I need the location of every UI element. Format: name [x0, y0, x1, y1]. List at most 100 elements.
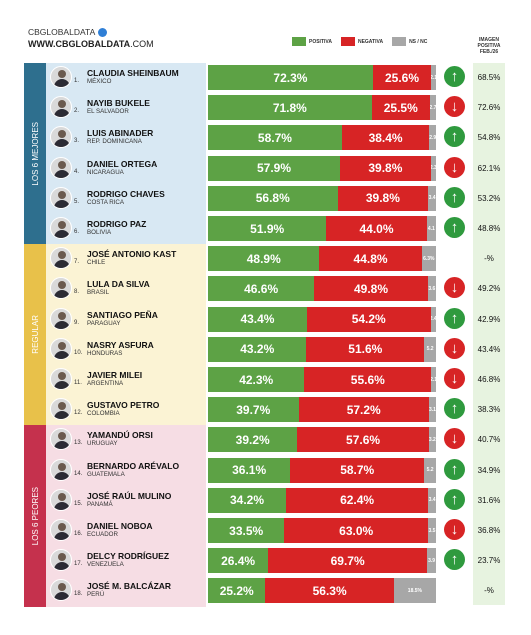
- rank-number: 8.: [74, 289, 80, 296]
- stacked-bar: 46.6% 49.8% 3.6: [208, 276, 436, 302]
- leader-name: NASRY ASFURA: [87, 339, 154, 350]
- bar-nsnc: 2.9: [429, 125, 436, 151]
- bar-nsnc: 2.1: [431, 65, 436, 90]
- trend-arrow-glyph: ↑: [444, 307, 465, 329]
- bar-positiva: 43.2%: [208, 336, 307, 362]
- avatar-head: [58, 160, 66, 169]
- trend-arrow-glyph: ↑: [444, 186, 465, 208]
- image-positive-value: 36.8%: [477, 526, 501, 535]
- rank-number: 14.: [74, 470, 83, 477]
- group-background: [46, 244, 206, 426]
- rank-number: 11.: [74, 380, 82, 386]
- rank-number: 2.: [74, 108, 80, 115]
- avatar-head: [58, 372, 66, 380]
- image-positive-value: 23.7%: [477, 556, 501, 566]
- stacked-bar: 43.2% 51.6% 5.2: [208, 336, 436, 362]
- trend-arrow-glyph: ↑: [444, 458, 465, 480]
- stacked-bar: 39.7% 57.2% 3.1: [208, 397, 436, 423]
- image-positive-value: 49.2%: [477, 284, 501, 294]
- legend-item-negativa: NEGATIVA: [340, 37, 383, 46]
- avatar: [50, 458, 72, 481]
- table-row: 15. JOSÉ RAÚL MULINO PANAMÁ 34.2% 62.4% 3.4 ↑ 3…: [46, 487, 505, 515]
- stacked-bar: 71.8% 25.5% 2.7: [208, 95, 436, 121]
- avatar-body: [54, 79, 70, 87]
- avatar: [50, 217, 72, 239]
- legend-swatch-nsnc: [392, 37, 407, 46]
- stacked-bar: 39.2% 57.6% 3.2: [208, 427, 436, 453]
- stacked-bar: 58.7% 38.4% 2.9: [208, 125, 436, 151]
- leader-country: HONDURAS: [87, 349, 123, 357]
- avatar-body: [54, 320, 70, 329]
- bar-positiva: 71.8%: [208, 95, 372, 121]
- leader-name: LUIS ABINADER: [87, 128, 154, 139]
- bar-positiva: 25.2%: [208, 578, 266, 604]
- bar-negativa: 39.8%: [337, 185, 429, 211]
- stacked-bar: 36.1% 58.7% 5.2: [208, 457, 436, 483]
- avatar-body: [54, 501, 70, 510]
- bar-positiva: 42.3%: [208, 367, 305, 392]
- trend-up-icon: ↑: [443, 216, 466, 239]
- avatar-head: [58, 341, 66, 350]
- bar-nsnc: 5.2: [424, 336, 436, 362]
- bar-negativa: 49.8%: [314, 276, 428, 302]
- bar-positiva: 57.9%: [208, 155, 340, 181]
- bar-nsnc: 3.6: [427, 276, 436, 302]
- avatar: [50, 126, 72, 149]
- leader-country: BOLIVIA: [87, 229, 112, 236]
- leader-name: BERNARDO ARÉVALO: [87, 460, 180, 471]
- bar-negativa: 56.3%: [265, 578, 394, 604]
- leader-country: ARGENTINA: [87, 380, 124, 387]
- avatar-body: [54, 350, 70, 359]
- stacked-bar: 72.3% 25.6% 2.1: [208, 65, 436, 90]
- stacked-bar: 34.2% 62.4% 3.4: [208, 487, 436, 513]
- leader-name: GUSTAVO PETRO: [87, 400, 160, 411]
- bar-nsnc: 2.7: [429, 95, 436, 121]
- brand-url[interactable]: WWW.CBGLOBALDATA.COM: [28, 38, 154, 50]
- leader-name: JAVIER MILEI: [87, 370, 143, 380]
- image-positive-value: 48.8%: [477, 224, 501, 233]
- stacked-bar: 48.9% 44.8% 6.3%: [208, 246, 436, 272]
- avatar: [50, 519, 72, 541]
- rank-number: 15.: [74, 500, 83, 507]
- bar-negativa: 44.8%: [319, 246, 422, 272]
- avatar: [50, 66, 72, 88]
- rank-number: 9.: [74, 319, 80, 326]
- trend-up-icon: ↑: [443, 306, 466, 330]
- trend-arrow-glyph: ↑: [444, 217, 465, 238]
- trend-arrow-glyph: ↑: [444, 488, 465, 510]
- image-positive-value: -%: [484, 254, 494, 264]
- avatar: [50, 428, 72, 451]
- rank-number: 13.: [74, 440, 83, 447]
- leader-country: PANAMÁ: [87, 500, 113, 508]
- avatar-head: [58, 100, 66, 109]
- avatar-head: [58, 190, 66, 199]
- avatar-head: [58, 553, 66, 562]
- avatar-body: [54, 411, 70, 420]
- leader-country: COSTA RICA: [87, 198, 125, 206]
- bar-positiva: 58.7%: [208, 125, 342, 151]
- bar-negativa: 55.6%: [304, 367, 432, 392]
- bar-negativa: 62.4%: [285, 487, 429, 513]
- trend-up-icon: ↑: [443, 487, 466, 511]
- bar-nsnc: 3.2: [428, 427, 436, 453]
- image-positive-value: 31.6%: [477, 495, 501, 505]
- avatar: [50, 549, 72, 572]
- leader-country: MÉXICO: [87, 78, 112, 85]
- trend-down-icon: ↓: [443, 276, 466, 300]
- avatar: [50, 277, 72, 300]
- avatar: [50, 579, 72, 602]
- bar-positiva: 26.4%: [208, 548, 269, 574]
- trend-arrow-glyph: ↓: [444, 428, 465, 450]
- stacked-bar: 33.5% 63.0% 3.5: [208, 518, 436, 543]
- image-positive-value: 72.6%: [477, 103, 501, 113]
- trend-arrow-glyph: ↑: [444, 398, 465, 420]
- trend-down-icon: ↓: [443, 336, 466, 360]
- group-band: REGULAR: [24, 244, 46, 426]
- chart-legend: POSITIVA NEGATIVA NS / NC: [292, 37, 436, 46]
- image-column-header: IMAGEN POSITIVA FEB./26: [473, 37, 505, 55]
- rank-number: 6.: [74, 229, 80, 235]
- bar-positiva: 72.3%: [208, 65, 373, 90]
- group-band: LOS 6 MEJORES: [24, 63, 46, 245]
- leader-country: URUGUAY: [87, 440, 118, 448]
- table-row: 12. GUSTAVO PETRO COLOMBIA 39.7% 57.2% 3.1 ↑ 38…: [46, 396, 505, 424]
